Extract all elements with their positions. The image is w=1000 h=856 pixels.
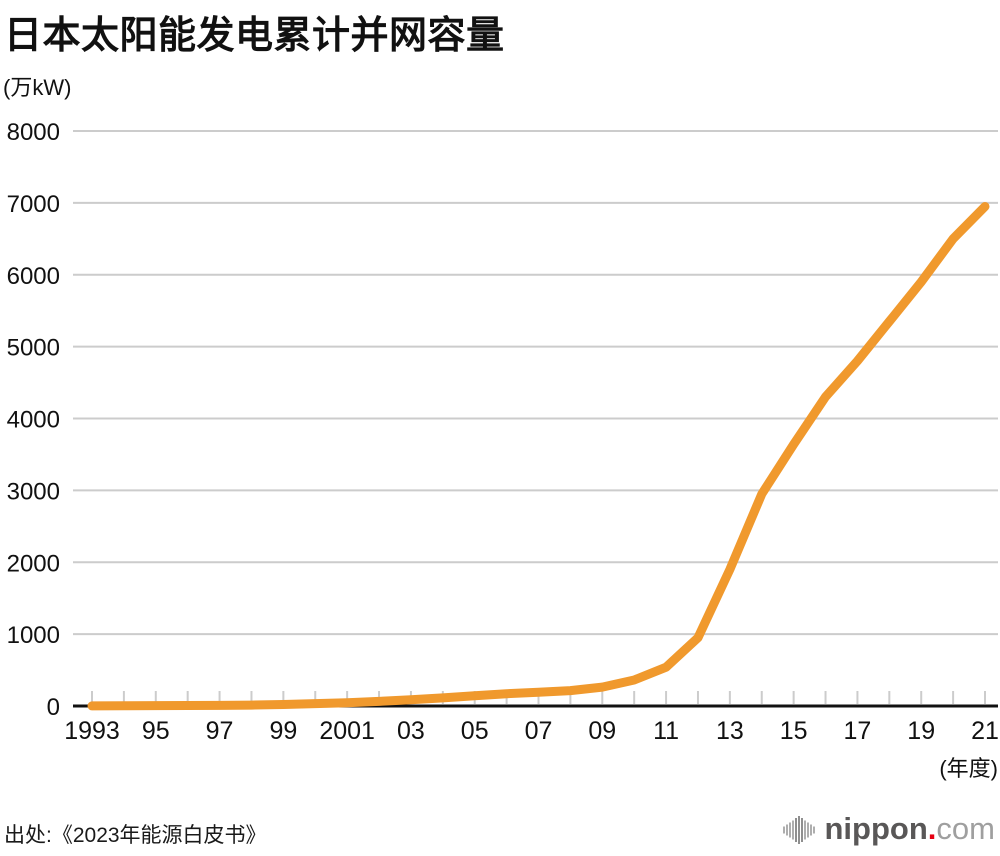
page-title: 日本太阳能发电累计并网容量	[4, 15, 505, 57]
soundwave-bar	[785, 824, 788, 836]
x-tick-label: 21	[971, 717, 999, 745]
x-tick-label: 15	[780, 717, 808, 745]
x-tick-label: 11	[653, 717, 679, 745]
y-tick-label: 2000	[7, 550, 60, 577]
brand-dot: .	[927, 811, 937, 846]
y-tick-label: 0	[47, 694, 60, 721]
brand-logo: nippon.com	[782, 808, 996, 850]
y-tick-label: 7000	[7, 191, 60, 218]
brand-wordmark: nippon.com	[825, 809, 996, 849]
x-tick-label: 07	[525, 717, 553, 745]
soundwave-bar	[797, 816, 800, 844]
soundwave-bar	[794, 818, 797, 842]
line-chart: 0 1000 2000 3000 4000 5000 6000 7000 8000 1993 95 9…	[7, 119, 999, 745]
brand-name: nippon	[824, 811, 928, 846]
x-tick-label: 95	[142, 717, 170, 745]
x-tick-label: 2001	[319, 717, 375, 745]
y-tick-label: 6000	[7, 263, 60, 290]
brand-tld: com	[936, 811, 995, 846]
soundwave-bar	[803, 820, 806, 840]
soundwave-bar	[800, 818, 803, 842]
soundwave-bar	[782, 826, 785, 834]
soundwave-bar	[806, 822, 809, 838]
x-tick-label: 05	[461, 717, 489, 745]
source-note: 出处:《2023年能源白皮书》	[4, 824, 267, 847]
x-tick-label: 99	[269, 717, 297, 745]
soundwave-bar	[812, 826, 815, 834]
y-tick-label: 5000	[7, 335, 60, 362]
x-axis-unit-label: (年度)	[939, 756, 998, 781]
y-axis-unit-label: (万kW)	[3, 75, 72, 100]
x-tick-label: 13	[716, 717, 744, 745]
y-tick-label: 1000	[7, 622, 60, 649]
x-tick-label: 1993	[64, 717, 120, 745]
capacity-line	[87, 202, 990, 711]
y-tick-label: 3000	[7, 478, 60, 505]
x-tick-label: 19	[907, 717, 935, 745]
soundwave-bar	[791, 820, 794, 840]
soundwave-bar	[788, 822, 791, 838]
y-tick-label: 8000	[7, 119, 60, 146]
soundwave-bars-icon	[782, 816, 815, 844]
x-tick-label: 09	[588, 717, 616, 745]
soundwave-bar	[809, 824, 812, 836]
x-tick-label: 17	[844, 717, 872, 745]
x-tick-label: 97	[206, 717, 234, 745]
y-tick-label: 4000	[7, 407, 60, 434]
x-tick-label: 03	[397, 717, 425, 745]
